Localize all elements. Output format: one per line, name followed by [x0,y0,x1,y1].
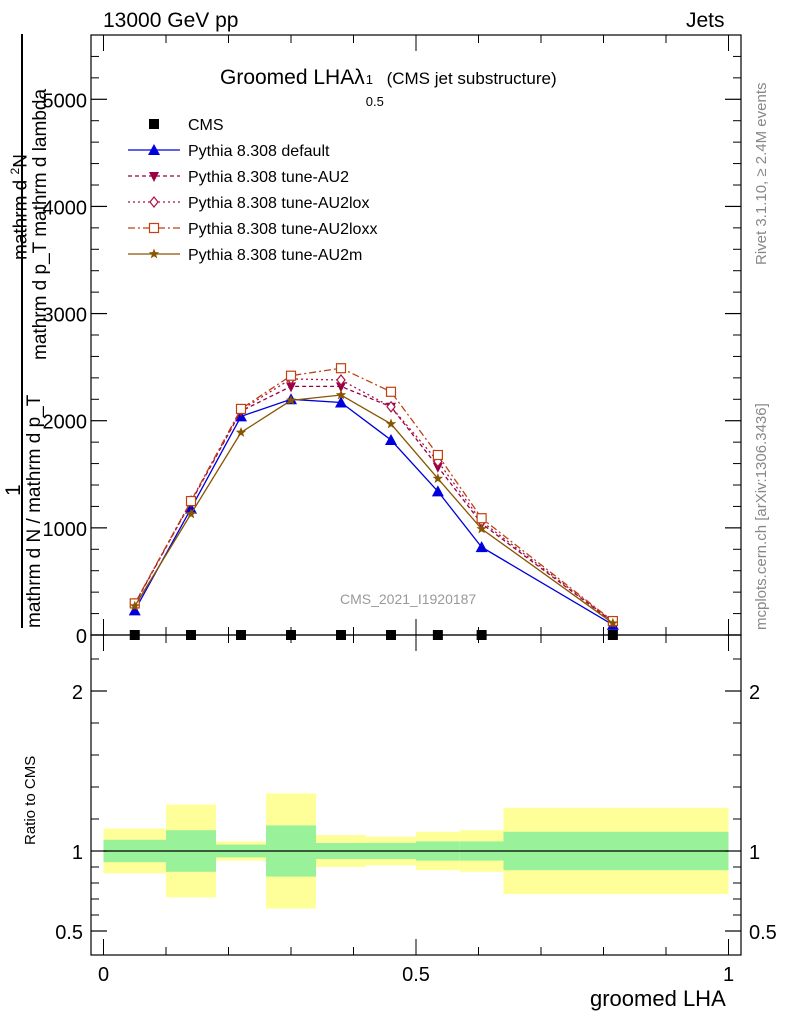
analysis-id-label: CMS_2021_I1920187 [340,591,476,607]
y-tick-label: 3000 [43,305,88,327]
series-line [134,367,614,622]
x-tick-label: 0 [98,964,109,986]
legend-marker [149,119,159,129]
legend-entry: CMS [149,117,224,134]
legend-entry: Pythia 8.308 tune-AU2 [128,169,349,186]
data-point [432,449,443,461]
legend-entry: Pythia 8.308 tune-AU2lox [128,195,369,212]
legend-label: Pythia 8.308 default [188,143,330,160]
legend-marker [149,196,159,208]
data-point [475,541,488,553]
ratio-panel-frame [90,634,742,956]
data-point [385,386,397,397]
data-point [476,513,487,524]
data-point [607,617,619,628]
data-point [235,427,247,437]
data-point [185,495,197,507]
data-point [335,363,347,374]
legend-marker [149,172,159,182]
y-label-fraction-bar [21,34,23,628]
data-point [336,374,346,386]
data-point [286,382,296,393]
legend-label: Pythia 8.308 tune-AU2 [188,169,349,186]
x-axis-label: groomed LHA [590,986,726,1011]
y-tick-label: 2000 [43,412,88,434]
series-5 [129,389,619,628]
data-point [432,473,444,483]
y-tick-label: 0 [76,626,87,648]
legend-marker [148,144,160,155]
ratio-y-tick-label: 0.5 [55,922,83,944]
legend-entry: Pythia 8.308 tune-AU2m [128,247,362,264]
data-point [476,523,487,534]
ratio-y-tick-label-right: 0.5 [749,922,777,944]
data-point [335,396,347,408]
data-point [432,462,443,473]
data-point [385,418,397,429]
legend-marker [148,222,160,234]
ratio-y-tick-label: 2 [72,682,83,704]
ratio-y-tick-label: 1 [72,842,83,864]
legend-entry: Pythia 8.308 default [128,143,330,160]
y-tick-label: 5000 [43,90,88,112]
ratio-y-tick-label-right: 2 [749,682,760,704]
data-point [129,600,140,611]
data-point [386,400,396,413]
data-point [285,370,297,381]
legend-marker [148,248,160,259]
legend-label: Pythia 8.308 tune-AU2loxx [188,221,377,238]
y-tick-label: 4000 [43,197,88,219]
process-label: Jets [686,9,725,32]
series-line [134,385,614,623]
x-tick-label: 0.5 [402,964,430,986]
data-point [431,485,444,497]
data-point [336,382,346,393]
data-point [285,394,297,405]
y-tick-label: 1000 [43,519,88,541]
data-point [235,403,247,415]
data-point [335,389,347,400]
beam-label: 13000 GeV pp [103,9,239,32]
series-3 [129,372,618,628]
data-point [385,434,397,445]
series-line [134,378,614,623]
plot-title: Groomed LHAλ 1 0.5 (CMS jet substructure) [220,66,557,109]
ratio-y-tick-label-right: 1 [749,842,760,864]
legend-label: Pythia 8.308 tune-AU2m [188,247,362,264]
x-tick-label: 1 [723,964,734,986]
legend-label: CMS [188,117,224,134]
series-line [134,394,614,624]
legend-entry: Pythia 8.308 tune-AU2loxx [128,221,377,238]
legend-label: Pythia 8.308 tune-AU2lox [188,195,369,212]
data-point [185,508,197,519]
